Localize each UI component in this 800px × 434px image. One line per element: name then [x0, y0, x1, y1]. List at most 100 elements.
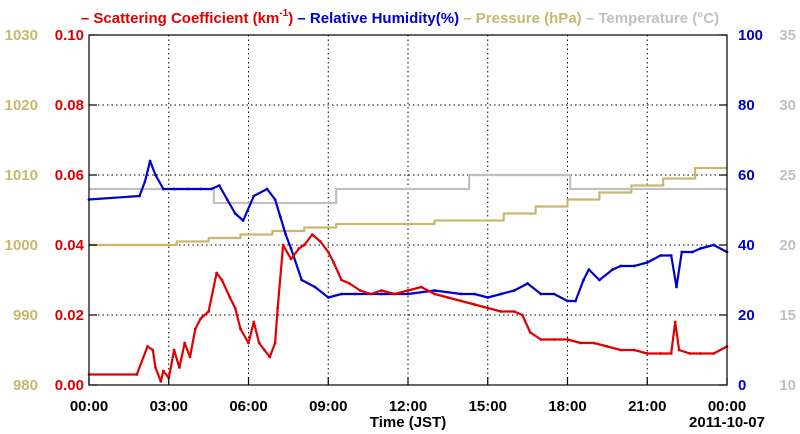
x-tick-label: 18:00: [548, 398, 586, 415]
data-point-scattering: [677, 348, 681, 352]
data-point-humidity: [675, 285, 678, 289]
data-point-scattering: [220, 278, 224, 282]
data-point-scattering: [669, 352, 673, 355]
data-point-scattering: [512, 310, 516, 313]
data-point-humidity: [162, 187, 165, 191]
data-point-scattering: [326, 250, 330, 254]
data-point-scattering: [233, 306, 237, 310]
y-tick-label-temperature: 25: [779, 167, 796, 184]
y-tick-label-scattering: 0.06: [55, 167, 84, 184]
data-point-humidity: [143, 180, 147, 184]
data-point-humidity: [582, 278, 585, 282]
legend-item-temperature: – Temperature (°C): [582, 10, 719, 27]
legend-close-paren: ): [288, 10, 293, 27]
y-tick-label-pressure: 980: [13, 377, 38, 394]
data-point-scattering: [712, 352, 716, 355]
data-point-humidity: [252, 194, 256, 198]
data-point-scattering: [162, 369, 165, 373]
data-point-scattering: [268, 355, 272, 359]
data-point-scattering: [302, 243, 306, 247]
data-point-scattering: [183, 341, 187, 345]
data-point-humidity: [619, 264, 623, 268]
data-point-scattering: [539, 338, 543, 341]
data-point-scattering: [297, 247, 301, 250]
data-point-humidity: [217, 184, 221, 187]
data-point-scattering: [393, 292, 397, 296]
legend-superscript: -1: [279, 8, 288, 19]
data-point-scattering: [146, 345, 149, 348]
data-point-humidity: [186, 187, 189, 191]
data-point-scattering: [228, 296, 232, 299]
data-point-humidity: [526, 282, 529, 285]
x-tick-label: 21:00: [628, 398, 666, 415]
data-point-humidity: [241, 219, 245, 222]
data-point-humidity: [225, 198, 229, 201]
data-point-scattering: [499, 310, 503, 313]
y-tick-label-humidity: 80: [738, 97, 755, 114]
data-point-scattering: [446, 296, 450, 299]
y-tick-label-scattering: 0.10: [55, 27, 84, 44]
x-tick-label: 06:00: [229, 398, 267, 415]
data-point-scattering: [688, 352, 692, 355]
legend-item-pressure: – Pressure (hPa): [459, 10, 582, 27]
data-point-humidity: [645, 261, 649, 264]
data-point-scattering: [247, 341, 250, 345]
y-tick-label-scattering: 0.08: [55, 97, 84, 114]
x-tick-label: 09:00: [309, 398, 347, 415]
data-point-scattering: [332, 261, 335, 264]
data-point-scattering: [358, 289, 362, 292]
y-tick-label-scattering: 0.00: [55, 377, 84, 394]
data-point-humidity: [154, 173, 157, 177]
data-point-scattering: [528, 331, 532, 334]
data-point-humidity: [598, 278, 601, 282]
x-tick-label: 15:00: [469, 398, 507, 415]
data-point-humidity: [284, 233, 288, 236]
y-tick-label-humidity: 100: [738, 27, 763, 44]
data-point-scattering: [239, 327, 242, 331]
x-axis-label: Time (JST): [370, 414, 446, 431]
data-point-scattering: [276, 306, 280, 310]
data-point-scattering: [619, 348, 623, 352]
data-point-scattering: [419, 285, 423, 289]
data-point-humidity: [148, 159, 152, 163]
data-point-scattering: [289, 257, 293, 261]
data-point-humidity: [574, 299, 577, 303]
data-point-scattering: [340, 278, 343, 282]
data-point-humidity: [712, 243, 716, 247]
data-point-scattering: [252, 320, 256, 324]
y-tick-label-humidity: 60: [738, 167, 755, 184]
data-point-scattering: [318, 240, 322, 243]
data-point-humidity: [632, 264, 636, 268]
data-point-scattering: [154, 366, 157, 369]
data-point-humidity: [566, 299, 569, 303]
data-point-humidity: [499, 292, 503, 296]
data-point-scattering: [486, 306, 490, 310]
y-tick-label-pressure: 1000: [5, 237, 38, 254]
data-point-scattering: [552, 338, 556, 341]
y-tick-label-temperature: 20: [779, 237, 796, 254]
x-tick-label: 00:00: [70, 398, 108, 415]
data-point-humidity: [273, 198, 277, 201]
data-point-scattering: [257, 341, 261, 345]
data-point-scattering: [199, 317, 203, 320]
y-tick-label-pressure: 990: [13, 307, 38, 324]
data-point-scattering: [520, 313, 524, 317]
x-tick-label: 00:00: [708, 398, 746, 415]
data-point-scattering: [281, 243, 285, 247]
data-point-scattering: [273, 341, 277, 345]
data-point-humidity: [512, 289, 516, 292]
data-point-humidity: [459, 292, 463, 296]
series-line-pressure: [89, 166, 727, 247]
y-tick-label-pressure: 1020: [5, 97, 38, 114]
data-point-humidity: [265, 187, 269, 191]
data-point-humidity: [289, 247, 293, 250]
data-point-humidity: [611, 268, 615, 271]
data-point-humidity: [669, 254, 673, 257]
data-point-humidity: [587, 268, 591, 271]
y-tick-label-pressure: 1030: [5, 27, 38, 44]
y-tick-label-scattering: 0.04: [55, 237, 85, 254]
x-tick-label: 03:00: [150, 398, 188, 415]
data-point-humidity: [279, 215, 282, 219]
data-point-scattering: [459, 299, 463, 303]
